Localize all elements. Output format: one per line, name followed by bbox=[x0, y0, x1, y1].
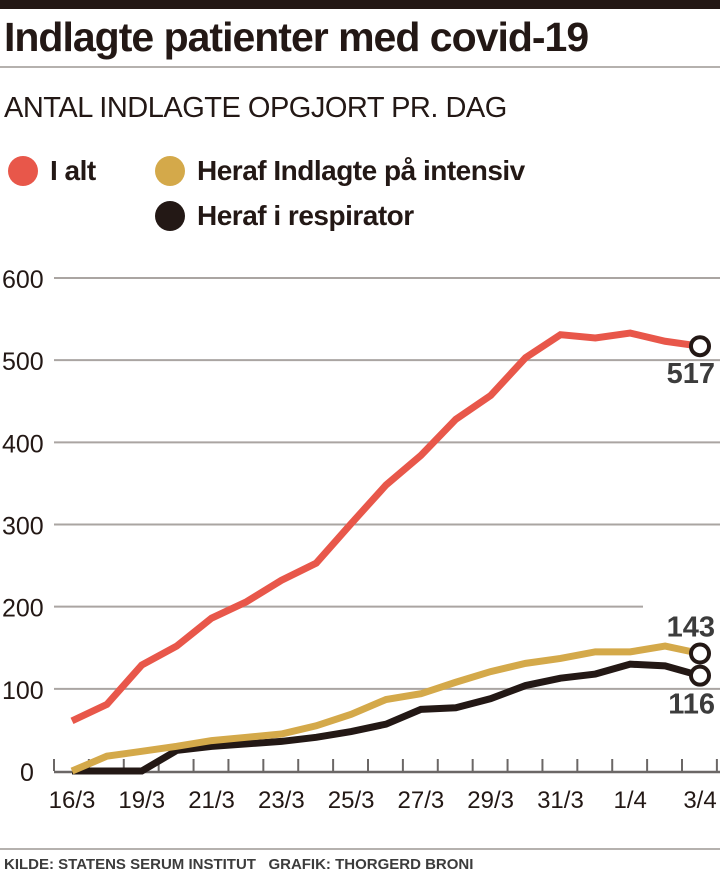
end-point-marker bbox=[689, 335, 711, 358]
top-bar bbox=[0, 0, 720, 9]
chart-title: Indlagte patienter med covid-19 bbox=[4, 14, 589, 60]
y-tick-label: 500 bbox=[2, 348, 44, 376]
x-tick-label: 3/4 bbox=[683, 787, 716, 814]
end-value-label: 116 bbox=[668, 689, 715, 721]
x-tick-label: 21/3 bbox=[188, 787, 235, 814]
legend-swatch bbox=[8, 156, 38, 186]
x-tick-label: 29/3 bbox=[467, 787, 514, 814]
legend-label: Heraf Indlagte på intensiv bbox=[197, 155, 525, 186]
x-tick-label: 1/4 bbox=[614, 787, 647, 814]
y-tick-label: 200 bbox=[2, 595, 44, 623]
footer-divider bbox=[0, 848, 720, 850]
y-tick-label: 100 bbox=[2, 677, 44, 705]
chart-subtitle: ANTAL INDLAGTE OPGJORT PR. DAG bbox=[4, 92, 507, 124]
x-tick-label: 16/3 bbox=[49, 787, 96, 814]
legend-swatch bbox=[155, 156, 185, 186]
x-tick-label: 23/3 bbox=[258, 787, 305, 814]
legend-label: Heraf i respirator bbox=[197, 200, 414, 231]
legend-swatch bbox=[155, 201, 185, 231]
series-line-heraf-i-respirator bbox=[72, 660, 701, 775]
series-line-heraf-indlagte-p-intensiv bbox=[70, 642, 701, 775]
legend-item-intensive: Heraf Indlagte på intensiv bbox=[155, 155, 525, 187]
end-value-label: 517 bbox=[667, 358, 715, 390]
end-value-label: 143 bbox=[667, 612, 715, 644]
x-tick-label: 31/3 bbox=[537, 787, 584, 814]
x-tick-label: 25/3 bbox=[328, 787, 375, 814]
y-tick-label: 300 bbox=[2, 513, 44, 541]
x-tick-label: 27/3 bbox=[398, 787, 445, 814]
line-chart: 0 100 200 300 400 500 600 16/3 19/3 21/3 23/3 25/3 2… bbox=[2, 266, 720, 814]
y-tick-label: 600 bbox=[2, 266, 44, 294]
y-tick-label: 0 bbox=[20, 759, 34, 787]
legend-label: I alt bbox=[50, 155, 96, 186]
series-line-i-alt bbox=[70, 329, 701, 725]
legend-item-total: I alt bbox=[8, 155, 96, 187]
x-tick-label: 19/3 bbox=[118, 787, 165, 814]
end-point-marker bbox=[689, 664, 711, 687]
divider bbox=[0, 66, 720, 68]
y-tick-label: 400 bbox=[2, 430, 44, 458]
source-credit: KILDE: STATENS SERUM INSTITUT GRAFIK: TH… bbox=[4, 856, 474, 873]
legend-item-respirator: Heraf i respirator bbox=[155, 200, 414, 232]
end-point-marker bbox=[689, 642, 711, 665]
